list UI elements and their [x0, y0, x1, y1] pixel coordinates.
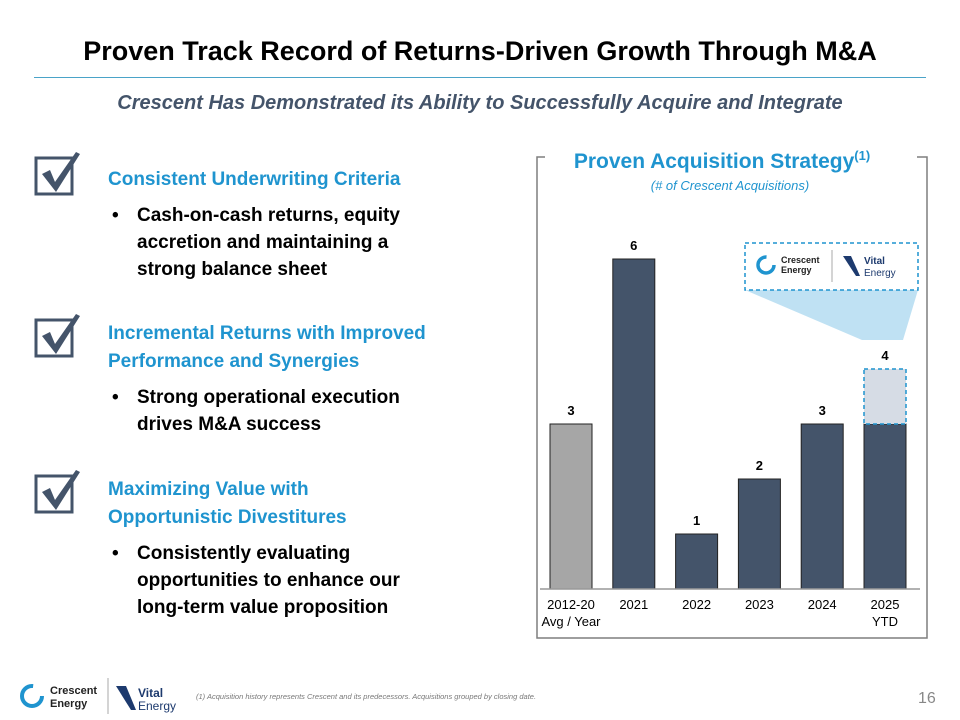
crescent-logo-icon — [756, 255, 776, 275]
title-divider — [34, 77, 926, 78]
data-label: 1 — [693, 513, 700, 528]
data-label: 2 — [756, 458, 763, 473]
svg-text:Crescent: Crescent — [50, 685, 97, 697]
bar — [863, 423, 907, 590]
bar — [737, 478, 781, 590]
callout-logos: Crescent Energy Vital Energy — [744, 242, 919, 291]
svg-text:Vital: Vital — [864, 256, 885, 267]
section-heading: Maximizing Value with Opportunistic Dives… — [108, 479, 347, 528]
svg-text:Energy: Energy — [138, 699, 176, 713]
svg-text:Energy: Energy — [864, 268, 896, 279]
data-label: 3 — [819, 403, 826, 418]
x-tick-label: YTD — [872, 614, 898, 629]
x-tick-label: 2012-20 — [547, 597, 595, 612]
data-label: 3 — [567, 403, 574, 418]
footer-logos: Crescent Energy Vital Energy — [20, 678, 176, 714]
x-tick-label: 2025 — [871, 597, 900, 612]
chart-subtitle: (# of Crescent Acquisitions) — [651, 178, 809, 193]
chart-title: Proven Acquisition Strategy(1) — [574, 148, 870, 173]
bar-highlight-increment — [863, 368, 907, 425]
section-heading: Consistent Underwriting Criteria — [108, 169, 401, 190]
svg-text:Energy: Energy — [781, 265, 812, 275]
checkbox-checked-icon — [34, 152, 80, 196]
callout-wedge — [745, 290, 918, 340]
slide-title: Proven Track Record of Returns-Driven Gr… — [83, 36, 877, 66]
chart-frame — [536, 156, 928, 639]
x-tick-label: Avg / Year — [541, 614, 601, 629]
x-tick-label: 2023 — [745, 597, 774, 612]
bar — [612, 258, 656, 590]
section-heading: Incremental Returns with Improved Perform… — [108, 323, 426, 372]
svg-text:Crescent: Crescent — [781, 255, 820, 265]
slide-subtitle: Crescent Has Demonstrated its Ability to… — [117, 92, 843, 114]
footnote: (1) Acquisition history represents Cresc… — [196, 692, 537, 701]
checkbox-checked-icon — [34, 314, 80, 358]
x-tick-label: 2021 — [619, 597, 648, 612]
checkbox-checked-icon — [34, 470, 80, 514]
page-number: 16 — [918, 690, 936, 707]
data-label: 4 — [881, 348, 889, 363]
bar — [800, 423, 844, 590]
crescent-logo-icon — [20, 684, 44, 708]
vital-logo-icon — [843, 256, 860, 276]
x-tick-label: 2024 — [808, 597, 837, 612]
data-label: 6 — [630, 238, 637, 253]
x-tick-label: 2022 — [682, 597, 711, 612]
bar — [675, 533, 719, 590]
bar — [549, 423, 593, 590]
svg-text:Energy: Energy — [50, 698, 88, 710]
vital-logo-icon — [116, 686, 136, 710]
svg-text:Vital: Vital — [138, 686, 163, 700]
